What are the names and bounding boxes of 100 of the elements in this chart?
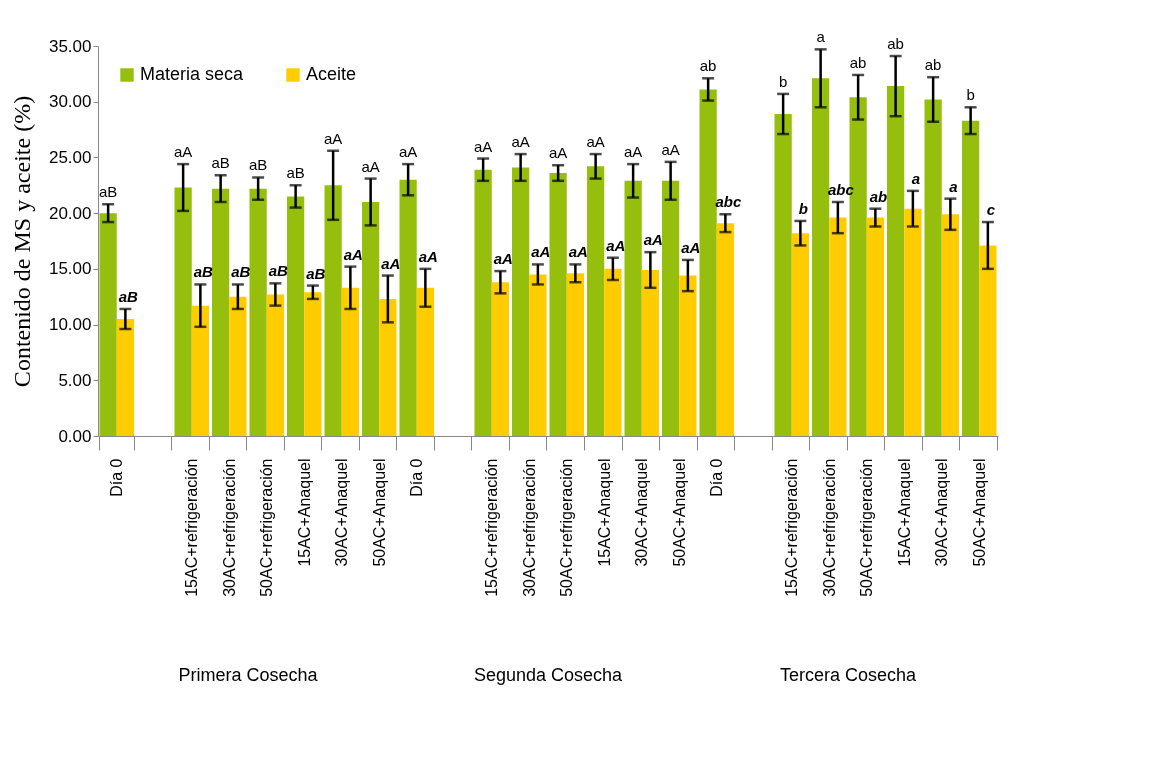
data-label: aA <box>586 133 605 151</box>
x-tick-label: 50AC+refrigeración <box>258 458 276 597</box>
x-tick-label: 15AC+refrigeración <box>183 458 201 597</box>
x-tick-label: 30AC+Anaquel <box>333 458 351 567</box>
bar <box>662 180 680 436</box>
bar <box>491 282 509 436</box>
x-tick-label: 30AC+refrigeración <box>820 458 838 597</box>
data-label: aA <box>361 157 380 175</box>
bar <box>287 196 305 436</box>
data-label: aA <box>568 243 588 261</box>
y-tick-label: 35.00 <box>48 36 92 56</box>
x-tick-label: 15AC+refrigeración <box>483 458 501 597</box>
bar <box>341 287 359 436</box>
data-label: aA <box>661 140 680 158</box>
x-tick-label: 30AC+refrigeración <box>220 458 238 597</box>
x-tick-label: 15AC+refrigeración <box>783 458 801 597</box>
bar <box>587 166 605 436</box>
bar <box>116 319 134 436</box>
bar <box>979 245 997 436</box>
data-label: aB <box>98 183 118 201</box>
bar <box>962 120 980 436</box>
data-label: aA <box>643 231 663 249</box>
data-label: aB <box>306 264 326 282</box>
data-label: c <box>986 201 996 219</box>
data-label: aA <box>681 238 701 256</box>
data-label: aB <box>211 154 230 172</box>
bar <box>549 173 567 436</box>
bar <box>529 274 547 436</box>
data-label: aA <box>623 143 643 161</box>
bar <box>887 86 905 436</box>
bar <box>399 179 417 436</box>
data-label: aB <box>118 287 139 305</box>
x-tick-label: 50AC+refrigeración <box>558 458 576 597</box>
x-tick-label: 50AC+Anaquel <box>670 458 688 567</box>
bar <box>924 99 942 436</box>
bar <box>379 298 397 436</box>
bar <box>304 292 322 436</box>
bar <box>249 188 267 436</box>
data-label: aA <box>173 143 193 161</box>
data-label: b <box>966 86 975 104</box>
bar <box>324 185 342 436</box>
bar <box>229 296 247 436</box>
data-label: aA <box>381 254 401 272</box>
data-label: aA <box>398 143 418 161</box>
bar <box>512 167 530 436</box>
data-label: aA <box>418 247 438 265</box>
y-tick-label: 0.00 <box>58 426 92 446</box>
bar <box>812 78 830 436</box>
bar <box>716 223 734 436</box>
x-tick-label: Día 0 <box>408 458 426 497</box>
bar <box>474 169 492 436</box>
x-tick-label: Día 0 <box>708 458 726 497</box>
data-label: aB <box>231 263 251 281</box>
x-tick-label: 30AC+refrigeración <box>520 458 538 597</box>
x-tick-label: 50AC+refrigeración <box>858 458 876 597</box>
bar <box>362 202 380 436</box>
data-label: ab <box>849 53 867 71</box>
bar <box>791 233 809 436</box>
y-axis-title: Contenido de MS y aceite (%) <box>8 95 35 388</box>
y-tick-label: 15.00 <box>48 259 92 279</box>
bar <box>774 113 792 436</box>
x-tick-label: 50AC+Anaquel <box>370 458 388 567</box>
bar <box>566 273 584 436</box>
x-tick-label: 50AC+Anaquel <box>970 458 988 567</box>
data-label: ab <box>924 56 942 74</box>
bar <box>416 287 434 436</box>
data-label: b <box>778 72 788 90</box>
x-tick-label: Día 0 <box>108 458 126 497</box>
bar <box>174 187 192 436</box>
bar <box>941 214 959 436</box>
bar <box>266 294 284 436</box>
text: Segunda Cosecha <box>473 665 624 685</box>
data-label: ab <box>869 187 888 205</box>
bar <box>191 305 209 436</box>
data-label: aA <box>343 245 363 263</box>
legend-label: Materia seca <box>140 64 245 84</box>
data-label: ab <box>887 35 904 53</box>
x-tick-label: 15AC+Anaquel <box>595 458 613 567</box>
data-label: a <box>911 169 921 187</box>
bar <box>99 213 117 436</box>
bar <box>624 180 642 436</box>
bar <box>699 89 717 436</box>
y-tick-label: 25.00 <box>48 147 92 167</box>
text: Primera Cosecha <box>178 665 319 685</box>
data-label: a <box>949 177 958 195</box>
x-tick-label: 15AC+Anaquel <box>895 458 913 567</box>
data-label: aA <box>323 129 343 147</box>
data-label: aA <box>606 236 626 254</box>
data-label: aA <box>531 243 551 261</box>
data-label: ab <box>699 57 717 75</box>
data-label: aA <box>548 144 568 162</box>
y-tick-label: 5.00 <box>58 370 92 390</box>
data-label: a <box>816 28 826 46</box>
bar <box>212 188 230 436</box>
bar <box>904 208 922 436</box>
data-label: b <box>798 199 808 217</box>
y-tick-label: 20.00 <box>48 203 92 223</box>
y-tick-label: 10.00 <box>48 315 92 335</box>
data-label: aA <box>511 133 530 151</box>
bar <box>829 217 847 436</box>
